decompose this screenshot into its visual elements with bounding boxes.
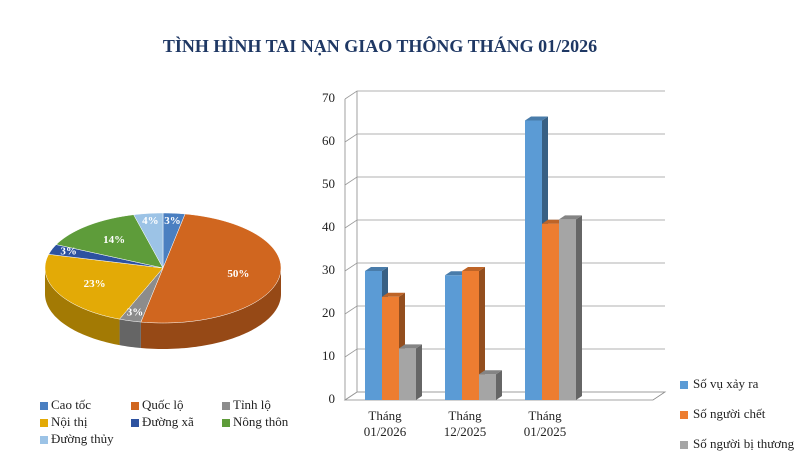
x-tick-label: Tháng 12/2025	[443, 408, 487, 439]
legend-label: Tỉnh lộ	[233, 397, 271, 412]
bar-side	[479, 267, 485, 400]
legend-swatch	[222, 419, 230, 427]
pie-slice-side	[119, 319, 141, 349]
bar-side	[576, 215, 582, 400]
legend-swatch	[131, 402, 139, 410]
y-tick-label: 30	[322, 262, 335, 277]
bar	[525, 120, 542, 400]
legend-label: Cao tốc	[51, 397, 91, 412]
y-tick-label: 10	[322, 348, 335, 363]
bar	[479, 374, 496, 400]
bar	[382, 296, 399, 400]
bar	[462, 271, 479, 400]
bar	[445, 275, 462, 400]
data-label: 4%	[142, 215, 159, 227]
pie-slice	[133, 212, 164, 269]
legend-swatch	[680, 381, 688, 389]
legend-swatch	[680, 441, 688, 449]
bar	[399, 348, 416, 400]
y-tick-label: 60	[322, 133, 335, 148]
data-label: 14%	[103, 234, 125, 246]
data-label: 3%	[60, 246, 77, 258]
legend-label: Nội thị	[51, 414, 88, 429]
grid-line	[344, 262, 665, 272]
bar	[542, 223, 559, 400]
grid-line	[344, 90, 665, 100]
y-tick-label: 40	[322, 219, 335, 234]
bar-top	[462, 267, 485, 271]
bar-top	[559, 215, 582, 220]
data-label: 3%	[164, 215, 181, 227]
legend-swatch	[40, 402, 48, 410]
bar-top	[399, 344, 422, 349]
legend-label: Đường thủy	[51, 431, 114, 446]
legend-label: Số vụ xảy ra	[693, 376, 759, 391]
bar	[365, 271, 382, 400]
legend-swatch	[131, 419, 139, 427]
bar-top	[479, 370, 502, 375]
legend-label: Quốc lộ	[142, 397, 184, 412]
chart-title: TÌNH HÌNH TAI NẠN GIAO THÔNG THÁNG 01/20…	[163, 35, 597, 56]
data-label: 23%	[84, 278, 106, 290]
legend-swatch	[40, 436, 48, 444]
pie-slice-side	[45, 268, 120, 346]
legend-swatch	[222, 402, 230, 410]
pie-slice	[119, 267, 164, 323]
bar-top	[382, 292, 405, 297]
pie-slice	[140, 213, 282, 324]
pie-slice	[44, 254, 164, 320]
legend-label: Đường xã	[142, 414, 194, 429]
legend-label: Nông thôn	[233, 414, 289, 429]
pie-slice-side	[140, 268, 281, 349]
bar-side	[416, 344, 422, 400]
grid-line	[344, 219, 665, 229]
bar-side	[496, 370, 502, 400]
bar	[559, 219, 576, 400]
legend-swatch	[680, 411, 688, 419]
y-tick-label: 0	[329, 391, 336, 406]
legend-label: Số người chết	[693, 406, 766, 421]
data-label: 50%	[227, 268, 249, 280]
pie-slice	[55, 214, 164, 269]
bar-top	[365, 267, 388, 271]
x-tick-label: Tháng 01/2026	[363, 408, 407, 439]
pie-slice	[48, 244, 164, 269]
x-tick-label: Tháng 01/2025	[523, 408, 567, 439]
legend-swatch	[40, 419, 48, 427]
y-tick-label: 70	[322, 90, 335, 105]
grid-line	[344, 133, 665, 143]
bar-top	[525, 116, 548, 121]
legend-label: Số người bị thương	[693, 436, 795, 451]
data-label: 3%	[127, 306, 144, 318]
grid-line	[344, 176, 665, 186]
y-tick-label: 50	[322, 176, 335, 191]
y-tick-label: 20	[322, 305, 335, 320]
